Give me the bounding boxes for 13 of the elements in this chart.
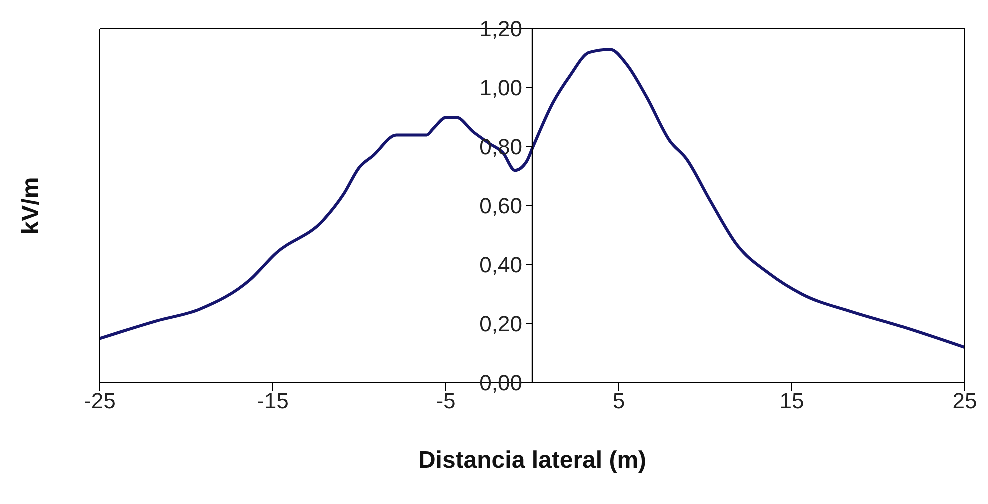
x-tick-label: -25 <box>84 388 116 414</box>
x-axis-title: Distancia lateral (m) <box>418 447 647 474</box>
y-tick-label: 0,40 <box>480 252 522 278</box>
y-tick-label: 0,20 <box>480 312 522 337</box>
y-tick-label: 0,60 <box>480 194 522 219</box>
y-axis-title: kV/m <box>18 177 45 235</box>
line-series <box>100 48 965 350</box>
x-tick-label: 15 <box>780 388 804 414</box>
y-tick-label: 1,00 <box>480 76 522 101</box>
x-tick-label: -5 <box>436 388 456 414</box>
x-tick-label: 25 <box>952 388 978 414</box>
x-tick-label: -15 <box>257 388 289 414</box>
x-tick-label: 5 <box>612 388 626 414</box>
